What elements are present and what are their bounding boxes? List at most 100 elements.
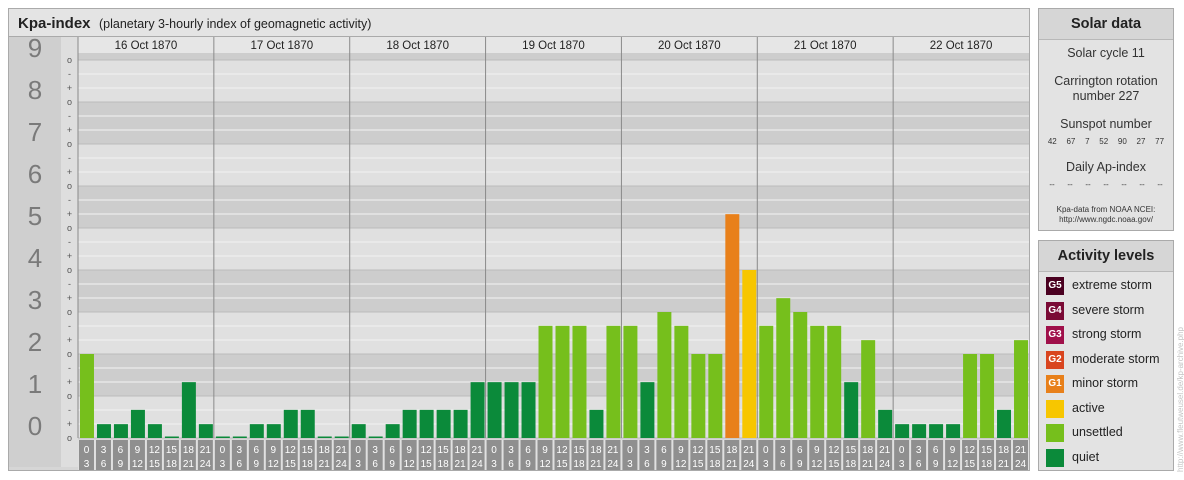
kp-bar	[742, 270, 757, 438]
kp-bar	[674, 325, 689, 438]
interval-end-label: 6	[508, 459, 514, 470]
interval-cell	[605, 440, 621, 470]
interval-start-label: 15	[709, 445, 721, 456]
y-tick-label: 8	[28, 75, 42, 105]
activity-levels-list: G5 extreme storm G4 severe storm G3 strong st…	[1039, 272, 1173, 470]
interval-start-label: 18	[726, 445, 738, 456]
minor-tick-symbol: +	[67, 167, 72, 177]
interval-cell	[945, 440, 961, 470]
interval-start-label: 6	[118, 445, 124, 456]
interval-start-label: 21	[336, 445, 348, 456]
interval-end-label: 21	[862, 459, 874, 470]
minor-tick-symbol: +	[67, 125, 72, 135]
interval-start-label: 18	[998, 445, 1010, 456]
interval-end-label: 24	[336, 459, 348, 470]
y-tick-label: 6	[28, 159, 42, 189]
interval-end-label: 18	[709, 459, 721, 470]
sunspot-value-5: 27	[1136, 137, 1146, 146]
sunspot-value-4: 90	[1117, 137, 1127, 146]
interval-start-label: 12	[149, 445, 161, 456]
interval-cell	[265, 440, 281, 470]
interval-cell	[911, 440, 927, 470]
interval-start-label: 12	[285, 445, 297, 456]
interval-start-label: 15	[845, 445, 857, 456]
interval-end-label: 21	[726, 459, 738, 470]
interval-cell	[741, 440, 757, 470]
interval-start-label: 0	[84, 445, 90, 456]
minor-tick-symbol: -	[68, 237, 71, 247]
minor-tick-symbol: +	[67, 335, 72, 345]
interval-start-label: 15	[166, 445, 178, 456]
interval-end-label: 24	[472, 459, 484, 470]
kp-bar	[895, 424, 910, 438]
minor-tick-symbol: -	[68, 153, 71, 163]
activity-level-moderate-storm: G2 moderate storm	[1039, 348, 1173, 373]
y-axis-band	[9, 37, 61, 467]
interval-cell	[95, 440, 111, 470]
kp-bar	[487, 382, 502, 438]
interval-cell	[452, 440, 468, 470]
ap-value-0: --	[1049, 180, 1055, 189]
interval-cell	[503, 440, 519, 470]
interval-start-label: 21	[1015, 445, 1027, 456]
y-tick-label: 3	[28, 285, 42, 315]
interval-start-label: 0	[627, 445, 633, 456]
interval-start-label: 0	[491, 445, 497, 456]
interval-end-label: 21	[998, 459, 1010, 470]
y-tick-label: 1	[28, 369, 42, 399]
interval-end-label: 12	[268, 459, 280, 470]
interval-end-label: 3	[899, 459, 905, 470]
interval-cell	[554, 440, 570, 470]
interval-start-label: 18	[455, 445, 467, 456]
interval-start-label: 0	[220, 445, 226, 456]
interval-start-label: 9	[950, 445, 956, 456]
interval-cell	[996, 440, 1012, 470]
interval-start-label: 9	[135, 445, 141, 456]
activity-levels-title: Activity levels	[1039, 241, 1173, 272]
kp-chart-panel: Kpa-index (planetary 3-hourly index of g…	[8, 8, 1030, 471]
interval-start-label: 12	[692, 445, 704, 456]
interval-start-label: 18	[862, 445, 874, 456]
interval-start-label: 6	[797, 445, 803, 456]
interval-end-label: 15	[149, 459, 161, 470]
interval-cell	[79, 440, 94, 470]
day-label: 19 Oct 1870	[522, 40, 585, 52]
kp-bar	[929, 424, 944, 438]
kp-bar	[232, 436, 247, 438]
chart-header: Kpa-index (planetary 3-hourly index of g…	[9, 9, 1029, 37]
kp-bar	[130, 409, 145, 438]
minor-tick-symbol: o	[67, 307, 72, 317]
interval-cell	[775, 440, 791, 470]
level-swatch	[1046, 448, 1064, 467]
kp-bar-chart: 0123456789o+-o+-o+-o+-o+-o+-o+-o+-o+-o16…	[9, 33, 1029, 470]
minor-tick-symbol: +	[67, 419, 72, 429]
interval-cell	[639, 440, 655, 470]
kp-bar	[861, 340, 876, 438]
interval-end-label: 3	[355, 459, 361, 470]
kp-bar	[436, 409, 451, 438]
interval-end-label: 9	[389, 459, 395, 470]
day-label: 18 Oct 1870	[386, 40, 449, 52]
interval-end-label: 12	[539, 459, 551, 470]
kp-bar	[538, 325, 553, 438]
interval-start-label: 9	[542, 445, 548, 456]
noaa-note-link[interactable]: http://www.ngdc.noaa.gov/	[1059, 215, 1153, 224]
kp-bar	[810, 325, 825, 438]
kp-bar	[96, 424, 111, 438]
interval-cell	[622, 440, 638, 470]
interval-end-label: 15	[692, 459, 704, 470]
chart-subtitle: (planetary 3-hourly index of geomagnetic…	[99, 17, 372, 31]
interval-end-label: 24	[607, 459, 619, 470]
y-tick-label: 7	[28, 117, 42, 147]
minor-tick-symbol: -	[68, 279, 71, 289]
interval-start-label: 3	[780, 445, 786, 456]
kp-band-5	[78, 186, 1029, 228]
minor-axis-band	[61, 37, 78, 467]
minor-tick-symbol: o	[67, 433, 72, 443]
kp-bar	[555, 325, 570, 438]
interval-end-label: 21	[183, 459, 195, 470]
interval-cell	[129, 440, 145, 470]
interval-cell	[656, 440, 672, 470]
kp-bar	[402, 409, 417, 438]
interval-end-label: 12	[947, 459, 959, 470]
